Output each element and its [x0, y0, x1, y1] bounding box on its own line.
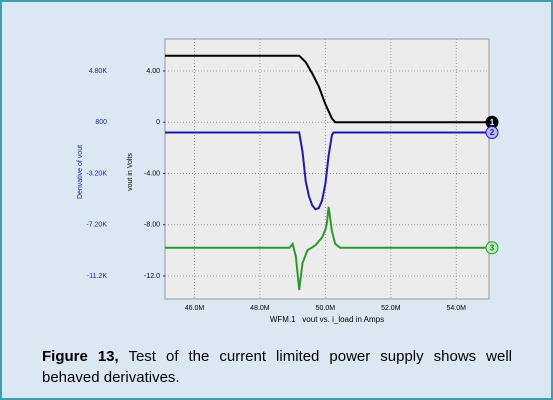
y2-tick-label: 4.80K — [89, 68, 108, 75]
series-line — [165, 54, 489, 124]
y2-tick-label: -11.2K — [87, 273, 107, 280]
caption-text: Test of the current limited power supply… — [42, 348, 513, 386]
x-tick-label: 50.0M — [316, 305, 336, 312]
series-line — [165, 131, 489, 211]
y-tick-label: 4.00 — [146, 68, 160, 75]
y-tick-label: 0 — [156, 119, 160, 126]
caption-label: Figure 13, — [42, 348, 119, 365]
x-tick-label: 52.0M — [381, 305, 401, 312]
x-tick-label: 48.0M — [250, 305, 270, 312]
x-axis-title: WFM.1 vout vs. i_load in Amps — [270, 315, 384, 324]
trace-marker-label: 3 — [490, 243, 495, 252]
trace-marker — [485, 125, 499, 139]
chart: Derivative of vout vout in Volts WFM.1 v… — [77, 38, 499, 324]
trace-marker-label: 2 — [490, 128, 495, 137]
y-axis-title: vout in Volts — [127, 153, 134, 191]
y2-tick-label: -3.20K — [86, 170, 107, 177]
y2-axis-title: Derivative of vout — [77, 145, 84, 199]
y-tick-label: -8.00 — [144, 222, 160, 229]
series-line — [165, 206, 489, 291]
trace-marker — [485, 241, 499, 255]
caption: Figure 13, Test of the current limited p… — [42, 346, 512, 388]
y-tick-label: -4.00 — [144, 170, 160, 177]
x-tick-label: 46.0M — [185, 305, 205, 312]
y-tick-label: -12.0 — [144, 273, 160, 280]
y2-tick-label: 800 — [95, 119, 107, 126]
x-tick-label: 54.0M — [447, 305, 467, 312]
y2-tick-label: -7.20K — [86, 222, 107, 229]
trace-marker-label: 1 — [490, 118, 495, 127]
